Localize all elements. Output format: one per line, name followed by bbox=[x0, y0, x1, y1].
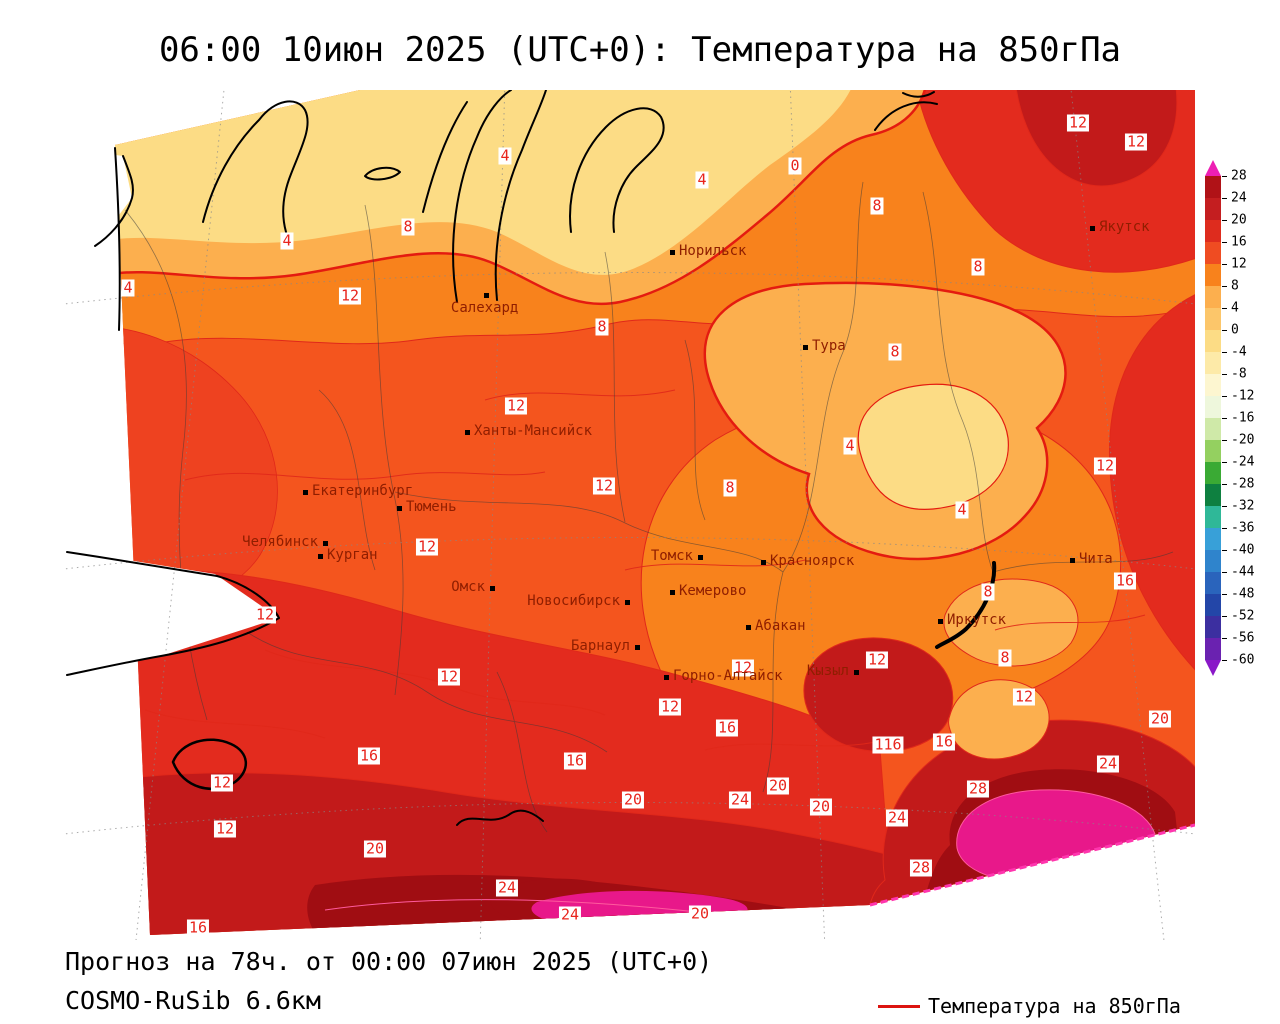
colorbar-tick bbox=[1222, 330, 1227, 331]
temperature-field bbox=[115, 90, 1195, 935]
colorbar-tick-label: -24 bbox=[1231, 454, 1255, 470]
colorbar-tick-label: -60 bbox=[1231, 652, 1255, 668]
colorbar-tick-label: 20 bbox=[1231, 212, 1247, 228]
legend: Температура на 850гПа bbox=[878, 994, 1181, 1018]
colorbar-tick bbox=[1222, 638, 1227, 639]
coastline-layer bbox=[66, 90, 997, 826]
colorbar-tick bbox=[1222, 242, 1227, 243]
colorbar-tick bbox=[1222, 308, 1227, 309]
colorbar-cell bbox=[1205, 638, 1221, 660]
colorbar-tick-label: -44 bbox=[1231, 564, 1255, 580]
thick-contour bbox=[115, 90, 929, 306]
contour-lines bbox=[144, 389, 1146, 751]
colorbar-cell bbox=[1205, 352, 1221, 374]
forecast-caption: Прогноз на 78ч. от 00:00 07июн 2025 (UTC… bbox=[65, 947, 713, 976]
colorbar-tick bbox=[1222, 528, 1227, 529]
colorbar-tick bbox=[1222, 484, 1227, 485]
admin-boundaries bbox=[124, 181, 1174, 833]
colorbar-tick bbox=[1222, 506, 1227, 507]
colorbar-tick-label: -16 bbox=[1231, 410, 1255, 426]
colorbar-cell bbox=[1205, 462, 1221, 484]
colorbar-tick-label: -12 bbox=[1231, 388, 1255, 404]
colorbar-cell bbox=[1205, 330, 1221, 352]
colorbar-cell bbox=[1205, 528, 1221, 550]
colorbar-tick-label: -36 bbox=[1231, 520, 1255, 536]
colorbar-tick-label: 28 bbox=[1231, 168, 1247, 184]
colorbar-cell bbox=[1205, 616, 1221, 638]
colorbar-tick-label: 0 bbox=[1231, 322, 1239, 338]
colorbar-cell bbox=[1205, 198, 1221, 220]
map-canvas bbox=[65, 90, 1195, 940]
page-title: 06:00 10июн 2025 (UTC+0): Температура на… bbox=[158, 30, 1122, 70]
colorbar-tick-label: -52 bbox=[1231, 608, 1255, 624]
colorbar-cell bbox=[1205, 220, 1221, 242]
colorbar-tick bbox=[1222, 176, 1227, 177]
colorbar-tick-label: 4 bbox=[1231, 300, 1239, 316]
colorbar-tick-label: -56 bbox=[1231, 630, 1255, 646]
colorbar-tick-label: -40 bbox=[1231, 542, 1255, 558]
colorbar-tick bbox=[1222, 462, 1227, 463]
colorbar-tick bbox=[1222, 264, 1227, 265]
colorbar: 28 24 20 16 12 8 4 0 -4 -8 -12 -16 -20 -24 -28 -32 -36 -4… bbox=[1205, 160, 1275, 680]
domain-edge bbox=[869, 823, 1195, 907]
colorbar-tick bbox=[1222, 352, 1227, 353]
colorbar-cell bbox=[1205, 374, 1221, 396]
colorbar-arrow-top bbox=[1205, 160, 1221, 176]
colorbar-tick-label: 8 bbox=[1231, 278, 1239, 294]
legend-label: Температура на 850гПа bbox=[928, 994, 1181, 1018]
colorbar-tick bbox=[1222, 374, 1227, 375]
colorbar-cell bbox=[1205, 418, 1221, 440]
legend-line-swatch bbox=[878, 1004, 920, 1008]
colorbar-tick-label: 24 bbox=[1231, 190, 1247, 206]
colorbar-cell bbox=[1205, 484, 1221, 506]
colorbar-cell bbox=[1205, 308, 1221, 330]
colorbar-arrow-bottom bbox=[1205, 660, 1221, 676]
colorbar-tick bbox=[1222, 594, 1227, 595]
colorbar-tick-label: -28 bbox=[1231, 476, 1255, 492]
colorbar-tick bbox=[1222, 440, 1227, 441]
colorbar-tick bbox=[1222, 396, 1227, 397]
graticule-layer bbox=[65, 90, 1195, 940]
colorbar-tick bbox=[1222, 616, 1227, 617]
colorbar-tick-label: -4 bbox=[1231, 344, 1247, 360]
model-caption: COSMO-RuSib 6.6км bbox=[65, 986, 321, 1015]
colorbar-tick bbox=[1222, 220, 1227, 221]
colorbar-cell bbox=[1205, 396, 1221, 418]
colorbar-tick-label: -32 bbox=[1231, 498, 1255, 514]
lake-baikal bbox=[935, 561, 997, 649]
colorbar-tick-label: 16 bbox=[1231, 234, 1247, 250]
colorbar-tick-label: 12 bbox=[1231, 256, 1247, 272]
colorbar-tick bbox=[1222, 198, 1227, 199]
out-of-domain-masks bbox=[65, 148, 279, 677]
colorbar-tick-label: -8 bbox=[1231, 366, 1247, 382]
colorbar-cell bbox=[1205, 572, 1221, 594]
colorbar-cell bbox=[1205, 506, 1221, 528]
colorbar-tick-label: -48 bbox=[1231, 586, 1255, 602]
colorbar-tick bbox=[1222, 550, 1227, 551]
colorbar-tick bbox=[1222, 572, 1227, 573]
colorbar-tick bbox=[1222, 418, 1227, 419]
colorbar-cell bbox=[1205, 264, 1221, 286]
colorbar-cell bbox=[1205, 242, 1221, 264]
colorbar-cell bbox=[1205, 594, 1221, 616]
colorbar-cell bbox=[1205, 550, 1221, 572]
colorbar-tick bbox=[1222, 286, 1227, 287]
colorbar-cell bbox=[1205, 286, 1221, 308]
colorbar-tick-label: -20 bbox=[1231, 432, 1255, 448]
colorbar-cell bbox=[1205, 176, 1221, 198]
colorbar-cell bbox=[1205, 440, 1221, 462]
colorbar-tick bbox=[1222, 660, 1227, 661]
